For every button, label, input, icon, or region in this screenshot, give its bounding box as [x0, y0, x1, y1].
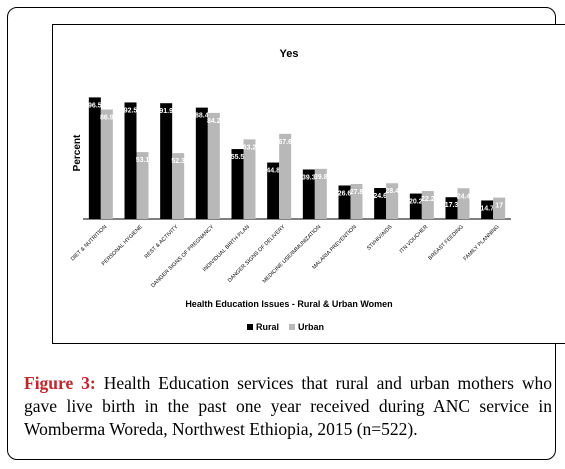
bar-urban	[136, 152, 149, 219]
bar-urban	[314, 168, 327, 219]
data-label-urban: 67.6	[278, 139, 292, 146]
data-label-urban: 52.3	[171, 158, 185, 165]
data-label-rural: 88.4	[195, 113, 209, 120]
category-tick-label: BREAST FEEDING	[427, 224, 464, 261]
bar-rural	[124, 102, 137, 219]
bar-rural	[160, 103, 173, 219]
legend-label-rural: Rural	[256, 322, 279, 332]
category-tick-label: REST & ACTIVITY	[144, 224, 180, 260]
data-label-rural: 91.9	[159, 108, 173, 115]
category-tick-label: DANGER SIGNS OF DELIVERY	[227, 224, 287, 284]
data-label-rural: 14.7	[480, 205, 494, 212]
legend-swatch-urban	[289, 324, 295, 330]
data-label-rural: 55.5	[231, 154, 245, 161]
figure-frame: Yes Percent 96.5 86.9 DIET & NUTRITION 92.5 53…	[7, 7, 565, 460]
data-label-rural: 92.5	[124, 107, 138, 114]
data-label-urban: 28.4	[385, 188, 399, 195]
data-label-rural: 44.8	[266, 168, 280, 175]
legend-swatch-rural	[247, 324, 253, 330]
x-axis-label: Health Education Issues - Rural & Urban …	[185, 299, 392, 309]
category-tick-label: DIET & NUTRITION	[70, 224, 108, 262]
data-label-rural: 39.3	[302, 174, 316, 181]
legend-label-urban: Urban	[298, 322, 324, 332]
category-tick-label: FAMILY PLANNING	[463, 224, 501, 262]
data-label-urban: 53.1	[136, 157, 150, 164]
bar-rural	[409, 193, 422, 219]
bar-urban	[493, 197, 506, 219]
bar-urban	[457, 188, 470, 219]
bar-rural	[231, 149, 244, 219]
data-label-rural: 17.3	[445, 202, 459, 209]
data-label-urban: 22.2	[421, 196, 435, 203]
bar-rural	[338, 185, 351, 219]
bar-urban	[386, 183, 399, 219]
category-tick-label: DANGER SIGNS OF PREGNANCY	[150, 224, 215, 289]
caption-label: Figure 3:	[24, 373, 96, 393]
bar-rural	[481, 200, 494, 219]
bar-rural	[267, 162, 280, 219]
bar-urban	[172, 153, 185, 219]
bar-urban	[100, 109, 113, 219]
data-label-urban: 27.8	[350, 189, 364, 196]
bar-rural	[302, 169, 315, 219]
category-tick-label: STI/HIV/AIDS	[366, 224, 394, 252]
data-label-urban: 63.2	[243, 144, 257, 151]
data-label-urban: 86.9	[100, 115, 114, 122]
bar-chart: Yes Percent 96.5 86.9 DIET & NUTRITION 92.5 53…	[70, 48, 511, 332]
bar-urban	[421, 191, 434, 219]
category-tick-label: PERSONAL HYGIENE	[101, 224, 144, 267]
bar-rural	[374, 188, 387, 219]
chart-title: Yes	[280, 48, 299, 60]
data-label-urban: 39.8	[314, 174, 328, 181]
data-label-urban: 24.4	[457, 193, 471, 200]
bar-urban	[350, 183, 363, 219]
chart-container: Yes Percent 96.5 86.9 DIET & NUTRITION 92.5 53…	[52, 24, 565, 344]
category-tick-label: MEDICINE USE/IMMUNIZATION	[262, 224, 323, 285]
figure-caption: Figure 3: Health Education services that…	[24, 372, 552, 441]
bar-rural	[445, 197, 458, 219]
caption-text: Health Education services that rural and…	[24, 373, 552, 439]
data-label-rural: 24.6	[373, 193, 387, 200]
y-axis-label: Percent	[72, 134, 83, 171]
bar-urban	[279, 133, 292, 219]
bar-rural	[195, 107, 208, 219]
data-label-rural: 26.6	[338, 190, 352, 197]
data-label-urban: 84.2	[207, 118, 221, 125]
data-label-rural: 20.2	[409, 199, 423, 206]
category-tick-label: ITN VOUCHER	[399, 224, 430, 255]
data-label-urban: 17	[495, 203, 503, 210]
data-label-rural: 96.5	[88, 102, 102, 109]
bar-urban	[243, 139, 256, 219]
bar-urban	[207, 112, 220, 219]
bar-rural	[88, 97, 101, 219]
